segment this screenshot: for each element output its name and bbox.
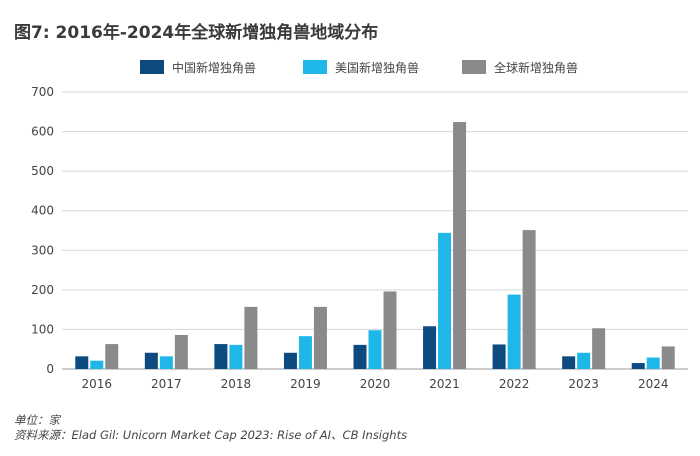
legend-label-global: 全球新增独角兽 [494,60,579,75]
x-tick-label-2020: 2020 [360,377,391,391]
legend-item-global: 全球新增独角兽 [462,58,578,76]
bar-2018-series-2 [244,306,258,369]
legend-item-us: 美国新增独角兽 [303,58,419,76]
bar-2019-series-1 [298,336,312,369]
bar-2024-series-1 [646,357,660,369]
bar-2024-series-2 [661,346,675,369]
bar-2018-series-1 [229,344,243,369]
bar-2023-series-1 [577,352,591,369]
bar-2020-series-2 [383,291,397,369]
y-tick-label-200: 200 [31,283,54,297]
x-tick-label-2018: 2018 [221,377,252,391]
bar-2016-series-1 [90,360,104,369]
bar-2024-series-0 [631,363,645,369]
bar-2022-series-1 [507,294,521,369]
bar-2019-series-0 [283,352,297,369]
legend-label-us: 美国新增独角兽 [335,60,420,75]
bar-2021-series-1 [438,232,452,369]
y-tick-label-300: 300 [31,243,54,257]
bar-2021-series-2 [453,122,467,370]
bar-2017-series-2 [174,334,188,369]
bar-2017-series-1 [159,356,173,369]
y-tick-label-500: 500 [31,164,54,178]
legend-swatch-global [462,60,486,74]
bar-2016-series-2 [105,344,119,369]
bar-2023-series-2 [592,328,606,369]
x-tick-label-2023: 2023 [568,377,599,391]
legend-item-china: 中国新增独角兽 [140,58,256,76]
legend-label-china: 中国新增独角兽 [172,60,257,75]
y-tick-label-600: 600 [31,125,54,139]
x-tick-label-2024: 2024 [638,377,669,391]
bar-2016-series-0 [75,356,89,369]
legend: 中国新增独角兽 美国新增独角兽 全球新增独角兽 [0,58,700,76]
bar-2023-series-0 [562,356,576,369]
legend-swatch-china [140,60,164,74]
x-tick-label-2021: 2021 [429,377,460,391]
x-tick-label-2022: 2022 [499,377,530,391]
bar-2018-series-0 [214,344,228,369]
chart-title: 图7: 2016年-2024年全球新增独角兽地域分布 [14,23,379,43]
source-note: 资料来源：Elad Gil: Unicorn Market Cap 2023: … [14,428,408,442]
bar-2020-series-1 [368,330,382,369]
bar-2019-series-2 [313,306,327,369]
x-tick-label-2016: 2016 [82,377,113,391]
legend-swatch-us [303,60,327,74]
x-tick-label-2017: 2017 [151,377,182,391]
bar-2020-series-0 [353,344,367,369]
y-tick-label-100: 100 [31,322,54,336]
bar-2021-series-0 [423,326,437,369]
unit-note: 单位：家 [14,413,60,427]
bar-2022-series-0 [492,344,506,369]
y-tick-label-700: 700 [31,85,54,99]
bar-2022-series-2 [522,230,536,369]
y-tick-label-400: 400 [31,204,54,218]
y-tick-label-0: 0 [46,362,54,376]
bar-2017-series-0 [144,352,158,369]
x-tick-label-2019: 2019 [290,377,321,391]
